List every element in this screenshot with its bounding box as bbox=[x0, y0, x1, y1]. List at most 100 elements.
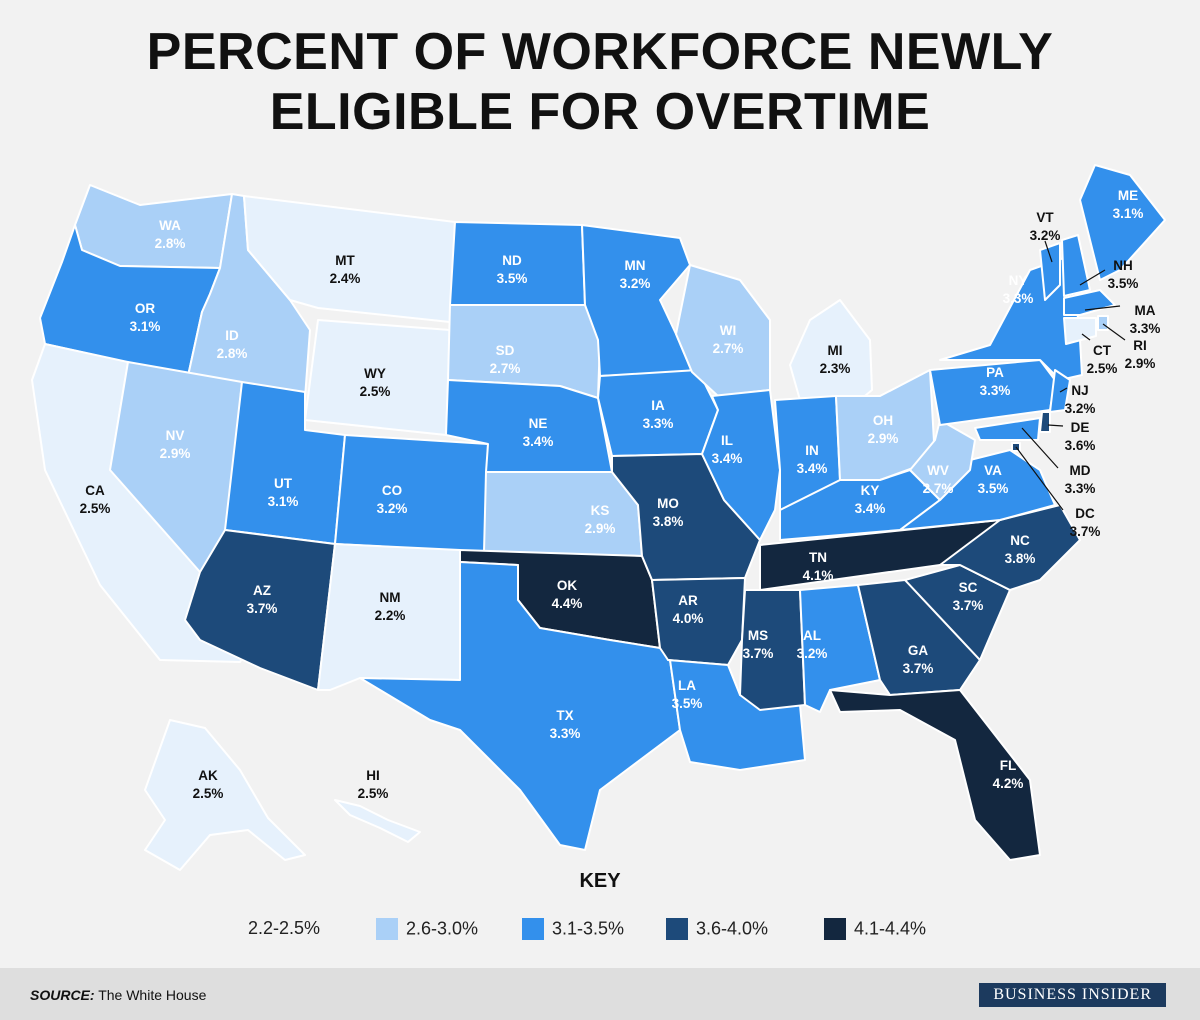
legend-label: 2.6-3.0% bbox=[406, 918, 479, 939]
brand-logo: BUSINESS INSIDER bbox=[979, 983, 1166, 1007]
state-label-pa: PA 3.3% bbox=[980, 365, 1011, 398]
state-code-tn: TN bbox=[809, 550, 827, 565]
state-label-wa: WA 2.8% bbox=[155, 218, 186, 251]
state-value-ne: 3.4% bbox=[523, 434, 554, 449]
map-title: PERCENT OF WORKFORCE NEWLY ELIGIBLE FOR … bbox=[0, 22, 1200, 142]
state-label-az: AZ 3.7% bbox=[247, 583, 278, 616]
state-shapes bbox=[31, 164, 1166, 871]
state-value-mn: 3.2% bbox=[620, 276, 651, 291]
state-value-tx: 3.3% bbox=[550, 726, 581, 741]
state-label-wy: WY 2.5% bbox=[360, 366, 391, 399]
state-code-vt: VT bbox=[1036, 210, 1054, 225]
state-code-me: ME bbox=[1118, 188, 1138, 203]
state-code-ms: MS bbox=[748, 628, 768, 643]
state-code-ia: IA bbox=[651, 398, 665, 413]
state-value-ky: 3.4% bbox=[855, 501, 886, 516]
state-value-me: 3.1% bbox=[1113, 206, 1144, 221]
state-label-va: VA 3.5% bbox=[978, 463, 1009, 496]
state-value-nd: 3.5% bbox=[497, 271, 528, 286]
state-code-fl: FL bbox=[1000, 758, 1017, 773]
state-ks bbox=[483, 471, 643, 557]
state-value-co: 3.2% bbox=[377, 501, 408, 516]
state-value-mo: 3.8% bbox=[653, 514, 684, 529]
state-code-tx: TX bbox=[556, 708, 573, 723]
state-label-md: MD 3.3% bbox=[1065, 463, 1096, 496]
state-label-sd: SD 2.7% bbox=[490, 343, 521, 376]
state-label-ms: MS 3.7% bbox=[743, 628, 774, 661]
state-value-fl: 4.2% bbox=[993, 776, 1024, 791]
state-label-ar: AR 4.0% bbox=[673, 593, 704, 626]
state-label-hi: HI 2.5% bbox=[358, 768, 389, 801]
state-code-mi: MI bbox=[828, 343, 843, 358]
state-label-in: IN 3.4% bbox=[797, 443, 828, 476]
state-label-wi: WI 2.7% bbox=[713, 323, 744, 356]
state-value-az: 3.7% bbox=[247, 601, 278, 616]
state-label-nv: NV 2.9% bbox=[160, 428, 191, 461]
state-value-la: 3.5% bbox=[672, 696, 703, 711]
state-label-me: ME 3.1% bbox=[1113, 188, 1144, 221]
state-code-co: CO bbox=[382, 483, 402, 498]
state-value-ks: 2.9% bbox=[585, 521, 616, 536]
state-value-dc: 3.7% bbox=[1070, 524, 1101, 539]
leader-line bbox=[1047, 424, 1064, 427]
state-value-nh: 3.5% bbox=[1108, 276, 1139, 291]
source-label: SOURCE: bbox=[30, 987, 95, 1003]
state-value-nj: 3.2% bbox=[1065, 401, 1096, 416]
state-label-nh: NH 3.5% bbox=[1108, 258, 1139, 291]
state-code-ct: CT bbox=[1093, 343, 1112, 358]
legend-item: 2.2-2.5% bbox=[248, 918, 320, 946]
legend-item: 4.1-4.4% bbox=[824, 918, 926, 946]
legend-item: 3.1-3.5% bbox=[522, 918, 624, 946]
state-value-nm: 2.2% bbox=[375, 608, 406, 623]
state-value-oh: 2.9% bbox=[868, 431, 899, 446]
state-ia bbox=[597, 369, 719, 457]
state-value-wa: 2.8% bbox=[155, 236, 186, 251]
state-code-wa: WA bbox=[159, 218, 181, 233]
state-code-sc: SC bbox=[959, 580, 978, 595]
legend-label: 2.2-2.5% bbox=[248, 918, 321, 938]
state-code-az: AZ bbox=[253, 583, 271, 598]
state-code-al: AL bbox=[803, 628, 821, 643]
leader-line bbox=[1081, 333, 1091, 341]
state-label-mo: MO 3.8% bbox=[653, 496, 684, 529]
state-label-id: ID 2.8% bbox=[217, 328, 248, 361]
state-label-nm: NM 2.2% bbox=[375, 590, 406, 623]
state-value-ga: 3.7% bbox=[903, 661, 934, 676]
state-code-nj: NJ bbox=[1071, 383, 1088, 398]
state-mn bbox=[581, 224, 693, 377]
state-value-ok: 4.4% bbox=[552, 596, 583, 611]
state-value-nc: 3.8% bbox=[1005, 551, 1036, 566]
state-code-md: MD bbox=[1070, 463, 1091, 478]
state-me bbox=[1079, 164, 1166, 281]
source-text: The White House bbox=[98, 987, 207, 1003]
leader-line bbox=[1044, 240, 1053, 263]
state-il bbox=[701, 389, 781, 541]
state-value-ut: 3.1% bbox=[268, 494, 299, 509]
state-value-id: 2.8% bbox=[217, 346, 248, 361]
state-code-oh: OH bbox=[873, 413, 893, 428]
state-label-ca: CA 2.5% bbox=[80, 483, 111, 516]
leader-line bbox=[1084, 305, 1121, 311]
state-code-wv: WV bbox=[927, 463, 949, 478]
state-value-in: 3.4% bbox=[797, 461, 828, 476]
state-la bbox=[667, 659, 806, 771]
state-code-id: ID bbox=[225, 328, 239, 343]
leader-line bbox=[1059, 387, 1068, 393]
state-ak bbox=[144, 719, 306, 871]
legend-swatch bbox=[376, 918, 398, 940]
state-label-il: IL 3.4% bbox=[712, 433, 743, 466]
state-code-va: VA bbox=[984, 463, 1002, 478]
state-value-sd: 2.7% bbox=[490, 361, 521, 376]
state-label-wv: WV 2.7% bbox=[923, 463, 954, 496]
state-code-la: LA bbox=[678, 678, 696, 693]
legend-title: KEY bbox=[579, 870, 621, 892]
state-fl bbox=[829, 689, 1041, 861]
state-value-ri: 2.9% bbox=[1125, 356, 1156, 371]
state-code-ky: KY bbox=[861, 483, 880, 498]
title-line-2: ELIGIBLE FOR OVERTIME bbox=[269, 83, 931, 141]
state-value-mt: 2.4% bbox=[330, 271, 361, 286]
state-label-mn: MN 3.2% bbox=[620, 258, 651, 291]
legend-swatch bbox=[522, 918, 544, 940]
leader-line bbox=[1015, 446, 1064, 511]
state-value-il: 3.4% bbox=[712, 451, 743, 466]
